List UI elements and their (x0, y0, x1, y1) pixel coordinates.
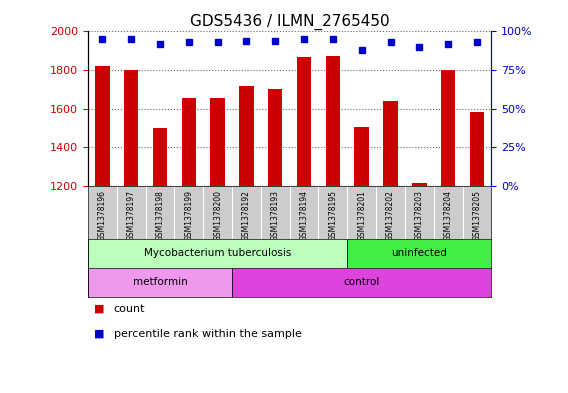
Text: ■: ■ (94, 329, 104, 339)
Text: GSM1378200: GSM1378200 (213, 190, 222, 241)
FancyBboxPatch shape (88, 268, 232, 297)
Text: uninfected: uninfected (391, 248, 447, 258)
FancyBboxPatch shape (232, 268, 491, 297)
Text: ■: ■ (94, 303, 104, 314)
Bar (297, 57, 311, 186)
Bar (325, 55, 340, 186)
Bar (182, 98, 196, 186)
Title: GDS5436 / ILMN_2765450: GDS5436 / ILMN_2765450 (190, 14, 390, 30)
Bar (412, 183, 427, 186)
Bar (383, 101, 398, 186)
Text: GSM1378197: GSM1378197 (127, 190, 136, 241)
Text: GSM1378193: GSM1378193 (271, 190, 280, 241)
Text: GSM1378205: GSM1378205 (473, 190, 482, 241)
Text: GSM1378203: GSM1378203 (415, 190, 424, 241)
Text: GSM1378194: GSM1378194 (299, 190, 308, 241)
Text: count: count (114, 303, 145, 314)
FancyBboxPatch shape (88, 239, 347, 268)
Text: Mycobacterium tuberculosis: Mycobacterium tuberculosis (144, 248, 291, 258)
Bar (239, 86, 254, 186)
Bar (153, 128, 167, 186)
Text: GSM1378196: GSM1378196 (98, 190, 107, 241)
Bar (470, 112, 484, 186)
Text: metformin: metformin (133, 277, 187, 287)
Bar (124, 70, 139, 186)
Text: GSM1378195: GSM1378195 (328, 190, 337, 241)
Text: GSM1378204: GSM1378204 (444, 190, 453, 241)
FancyBboxPatch shape (347, 239, 491, 268)
Bar (95, 66, 110, 186)
Text: GSM1378202: GSM1378202 (386, 190, 395, 241)
Text: GSM1378192: GSM1378192 (242, 190, 251, 241)
Text: GSM1378199: GSM1378199 (185, 190, 193, 241)
Text: control: control (344, 277, 380, 287)
Bar (211, 98, 225, 186)
Text: GSM1378198: GSM1378198 (156, 190, 165, 241)
Text: GSM1378201: GSM1378201 (357, 190, 366, 241)
Bar (268, 89, 282, 186)
Text: percentile rank within the sample: percentile rank within the sample (114, 329, 302, 339)
Bar (441, 70, 456, 186)
Bar (354, 127, 369, 186)
